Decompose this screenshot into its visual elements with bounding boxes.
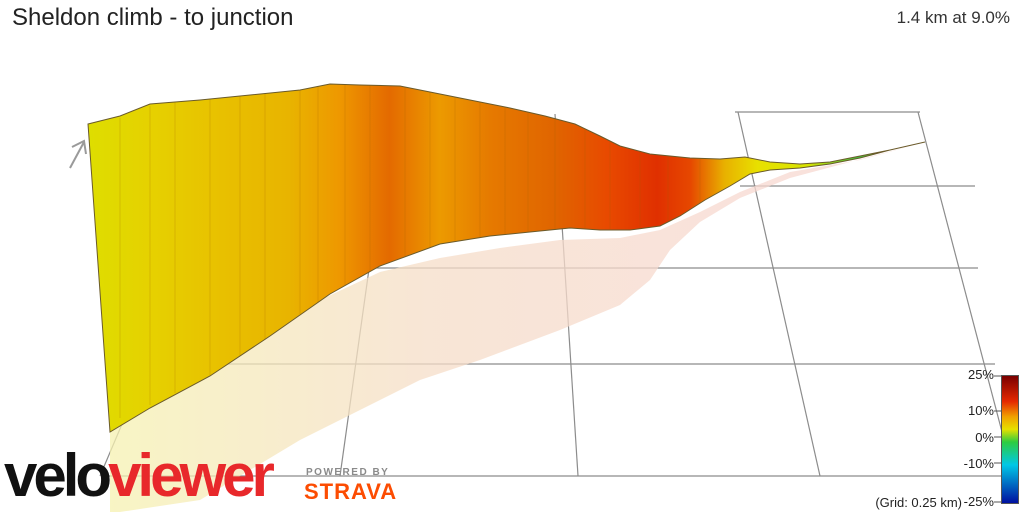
profile-stripes: [119, 84, 701, 418]
segment-stats: 1.4 km at 9.0%: [896, 8, 1010, 27]
profile-wall: [87, 83, 926, 433]
gradient-legend-bar: [1001, 375, 1019, 504]
powered-by-label: POWERED BY: [306, 467, 390, 478]
strava-logo[interactable]: STRAVA: [304, 479, 398, 504]
arrow-up-right-icon: [69, 139, 87, 169]
legend-label-0: 0%: [975, 430, 994, 445]
logo-part-velo: velo: [4, 442, 112, 509]
legend-label-10: 10%: [967, 403, 994, 418]
logo-part-viewer: viewer: [108, 442, 275, 509]
grid-scale-note: (Grid: 0.25 km): [875, 495, 962, 510]
profile-shadow: [110, 142, 925, 512]
legend-label-neg25: -25%: [963, 494, 994, 509]
segment-title: Sheldon climb - to junction: [12, 4, 294, 31]
legend-label-25: 25%: [967, 367, 994, 382]
legend-label-neg10: -10%: [963, 456, 994, 471]
legend-ticks: [994, 375, 1001, 503]
veloviewer-logo[interactable]: veloviewer: [4, 446, 275, 506]
